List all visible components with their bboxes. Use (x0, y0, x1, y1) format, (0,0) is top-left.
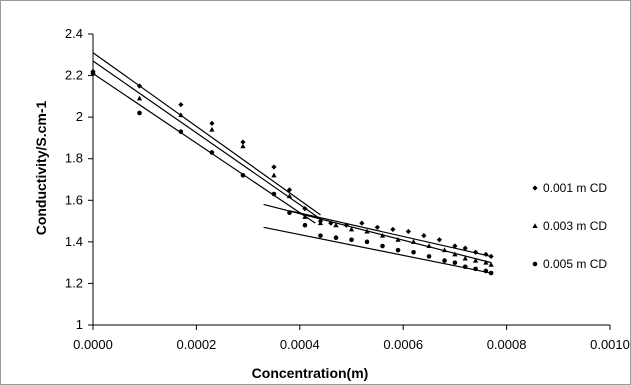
data-point (286, 187, 293, 193)
data-point (317, 220, 324, 226)
y-tick-label: 1 (76, 317, 83, 332)
data-point (136, 95, 143, 101)
x-tick-label: 0.0000 (73, 337, 113, 352)
data-point (395, 247, 401, 253)
data-point (209, 126, 215, 132)
data-point (136, 83, 143, 89)
data-point (380, 243, 385, 249)
data-point (452, 243, 458, 249)
fit-line (289, 210, 492, 257)
y-tick-label: 2.2 (65, 68, 83, 83)
legend-label: 0.005 m CD (543, 257, 607, 271)
fit-line (92, 52, 321, 216)
x-tick-label: 0.0010 (590, 337, 630, 352)
data-point (390, 226, 396, 232)
legend-marker (532, 185, 538, 191)
data-point (483, 259, 489, 265)
data-point (209, 150, 215, 155)
data-point (343, 222, 349, 228)
data-point (364, 228, 370, 234)
data-point (240, 143, 246, 149)
data-point (374, 224, 380, 230)
x-tick-label: 0.0004 (280, 337, 320, 352)
data-point (287, 210, 292, 216)
fit-lines (92, 52, 492, 274)
data-points (90, 68, 494, 276)
y-tick-label: 1.6 (65, 192, 83, 207)
data-point (488, 253, 494, 260)
data-point (426, 254, 432, 259)
data-point (90, 71, 96, 76)
data-point (462, 255, 468, 261)
data-point (240, 139, 246, 145)
data-point (483, 268, 489, 274)
x-tick-label: 0.0002 (177, 337, 217, 352)
data-point (271, 191, 277, 197)
data-point (421, 233, 427, 239)
fit-line (92, 72, 316, 224)
data-point (178, 129, 184, 134)
data-point (178, 102, 184, 108)
y-tick-label: 1.2 (65, 275, 83, 290)
fit-line (263, 203, 492, 264)
data-point (426, 243, 432, 249)
x-tick-label: 0.0008 (487, 337, 527, 352)
legend-label: 0.003 m CD (543, 219, 607, 233)
data-point (452, 260, 458, 265)
data-point (452, 251, 458, 257)
y-axis-ticks: 1 1.2 1.4 1.6 1.8 2 2.2 2.4 (65, 26, 93, 332)
data-point (328, 220, 334, 226)
x-axis-ticks: 0.0000 0.0002 0.0004 0.0006 0.0008 0.0010 (73, 325, 630, 352)
data-point (483, 251, 489, 257)
x-axis-title: Concentration(m) (252, 365, 369, 381)
data-point (379, 232, 386, 238)
data-point (271, 172, 277, 178)
data-point (333, 222, 339, 228)
data-point (364, 239, 370, 245)
data-point (178, 112, 184, 118)
data-point (410, 239, 417, 244)
legend-marker (532, 223, 538, 228)
legend-marker (532, 261, 538, 267)
data-point (411, 249, 416, 255)
legend: 0.001 m CD 0.003 m CD 0.005 m CD (532, 181, 607, 271)
data-point (333, 235, 339, 240)
data-point (349, 237, 354, 243)
data-point (137, 110, 142, 116)
data-point (395, 236, 401, 242)
data-point (441, 247, 448, 253)
data-point (472, 249, 479, 255)
data-point (302, 214, 308, 219)
y-tick-label: 1.4 (65, 234, 83, 249)
data-point (488, 261, 494, 267)
data-point (318, 233, 323, 238)
legend-label: 0.001 m CD (543, 181, 607, 195)
data-point (473, 266, 478, 272)
data-point (488, 270, 494, 276)
data-point (240, 173, 246, 178)
data-point (271, 164, 277, 170)
fit-line (92, 60, 321, 220)
data-point (302, 206, 308, 212)
data-point (359, 220, 365, 226)
y-tick-label: 2.4 (65, 26, 83, 41)
data-point (209, 120, 215, 126)
data-point (348, 226, 355, 232)
y-axis-title: Conductivity/S.cm-1 (33, 101, 49, 236)
data-point (302, 222, 308, 228)
y-tick-label: 2 (76, 109, 83, 124)
data-point (286, 193, 293, 199)
data-point (405, 228, 411, 235)
data-point (472, 257, 479, 263)
data-point (436, 237, 442, 243)
data-point (442, 258, 447, 263)
fit-line (263, 226, 492, 274)
data-point (462, 245, 468, 251)
data-point (462, 264, 468, 270)
y-tick-label: 1.8 (65, 151, 83, 166)
x-tick-label: 0.0006 (383, 337, 423, 352)
